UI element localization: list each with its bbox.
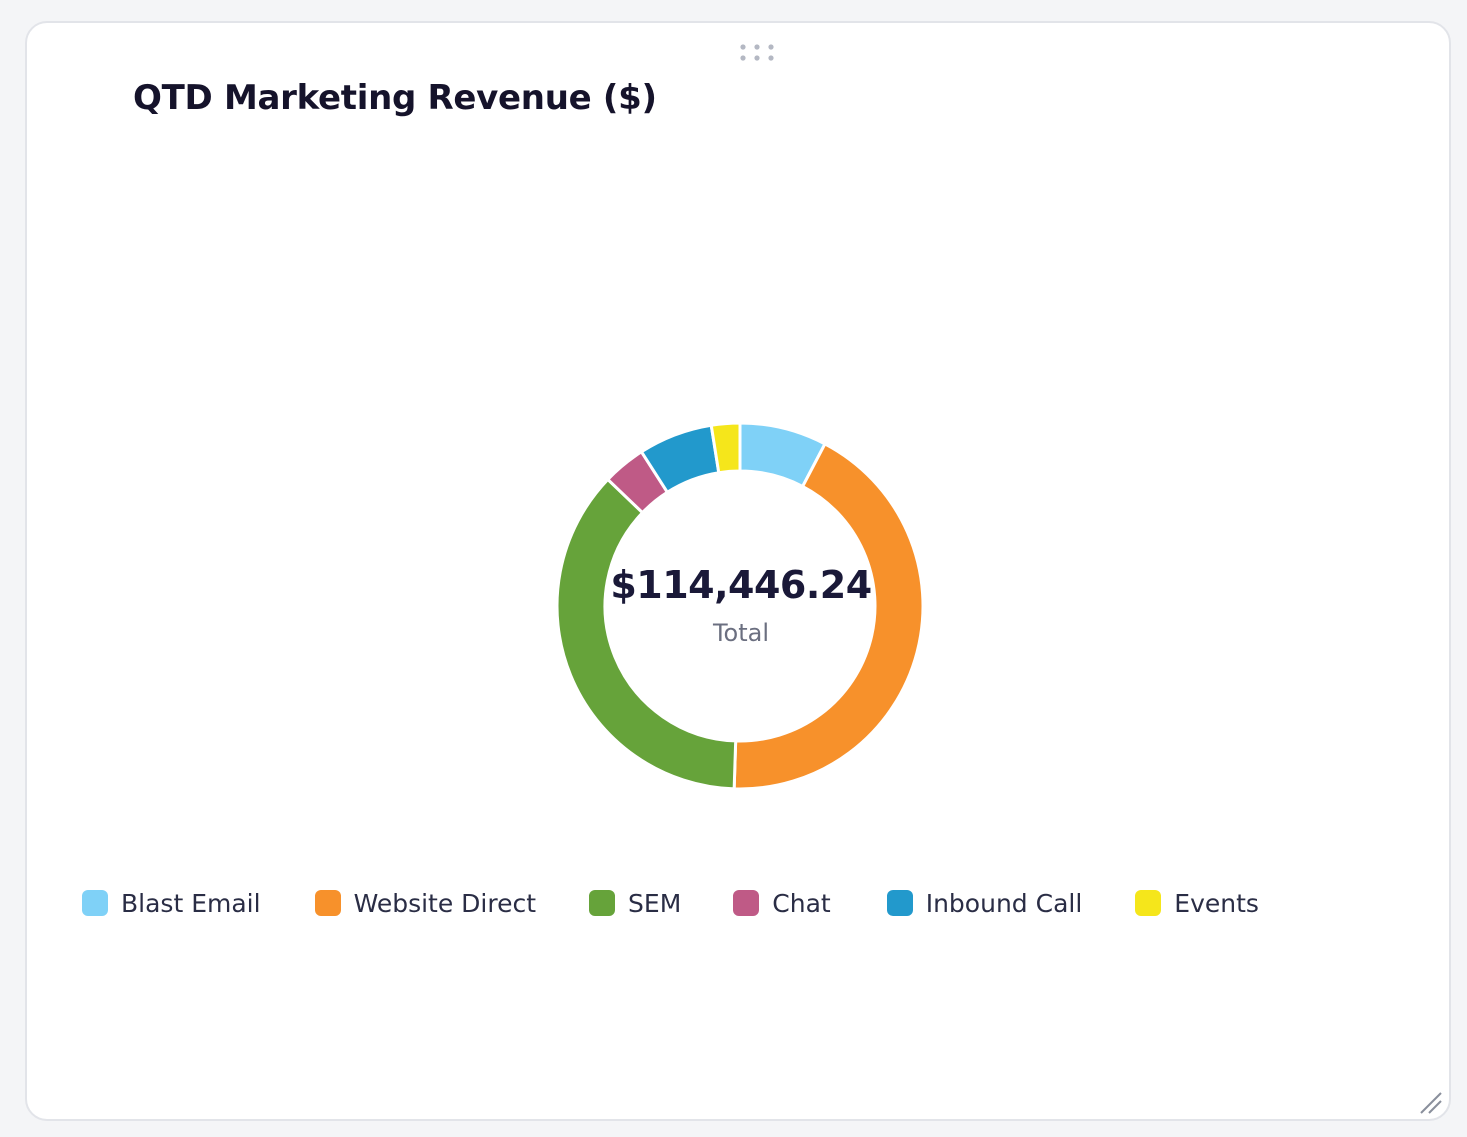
donut-slice-website-direct[interactable] [732, 441, 925, 791]
chart-title: QTD Marketing Revenue ($) [133, 78, 657, 118]
chart-legend: Blast Email Website Direct SEM Chat Inbound … [82, 883, 1259, 923]
legend-label: SEM [628, 888, 682, 918]
legend-label: Chat [772, 888, 831, 918]
legend-swatch [733, 890, 760, 916]
legend-label: Events [1174, 888, 1259, 918]
legend-label: Website Direct [353, 888, 537, 918]
legend-swatch [82, 890, 108, 916]
donut-slice-events[interactable] [709, 421, 742, 475]
legend-item-website-direct[interactable]: Website Direct [314, 888, 537, 918]
total-value: $114,446.24 [610, 563, 872, 607]
total-label: Total [712, 619, 770, 647]
drag-dots-icon [740, 44, 774, 61]
resize-handle[interactable] [1417, 1089, 1443, 1115]
legend-swatch [1135, 890, 1162, 916]
legend-item-chat[interactable]: Chat [733, 888, 831, 918]
legend-swatch [589, 890, 616, 916]
legend-swatch [314, 890, 341, 916]
legend-item-inbound-call[interactable]: Inbound Call [886, 888, 1083, 918]
legend-label: Inbound Call [925, 888, 1083, 918]
donut-slice-sem[interactable] [555, 477, 738, 791]
legend-item-sem[interactable]: SEM [589, 889, 681, 918]
donut-chart-area [27, 23, 1453, 1123]
legend-label: Blast Email [121, 888, 261, 918]
legend-item-events[interactable]: Events [1135, 889, 1259, 918]
chart-card: QTD Marketing Revenue ($) $114,446.24 To… [25, 21, 1451, 1121]
drag-handle[interactable] [739, 43, 775, 63]
donut-chart [555, 421, 925, 791]
legend-swatch [886, 890, 913, 916]
legend-item-blast-email[interactable]: Blast Email [82, 889, 261, 918]
resize-grip-icon [1420, 1092, 1442, 1114]
